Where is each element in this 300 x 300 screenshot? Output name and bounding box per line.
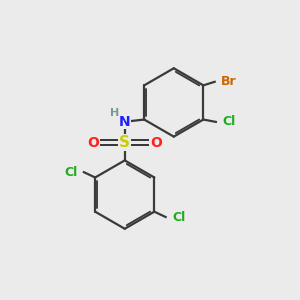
Text: O: O (150, 136, 162, 150)
Text: H: H (110, 108, 119, 118)
Text: Cl: Cl (64, 166, 77, 178)
Text: Cl: Cl (222, 116, 236, 128)
Text: O: O (88, 136, 100, 150)
Text: Br: Br (221, 75, 237, 88)
Text: N: N (119, 115, 130, 129)
Text: S: S (119, 135, 130, 150)
Text: Cl: Cl (172, 211, 185, 224)
